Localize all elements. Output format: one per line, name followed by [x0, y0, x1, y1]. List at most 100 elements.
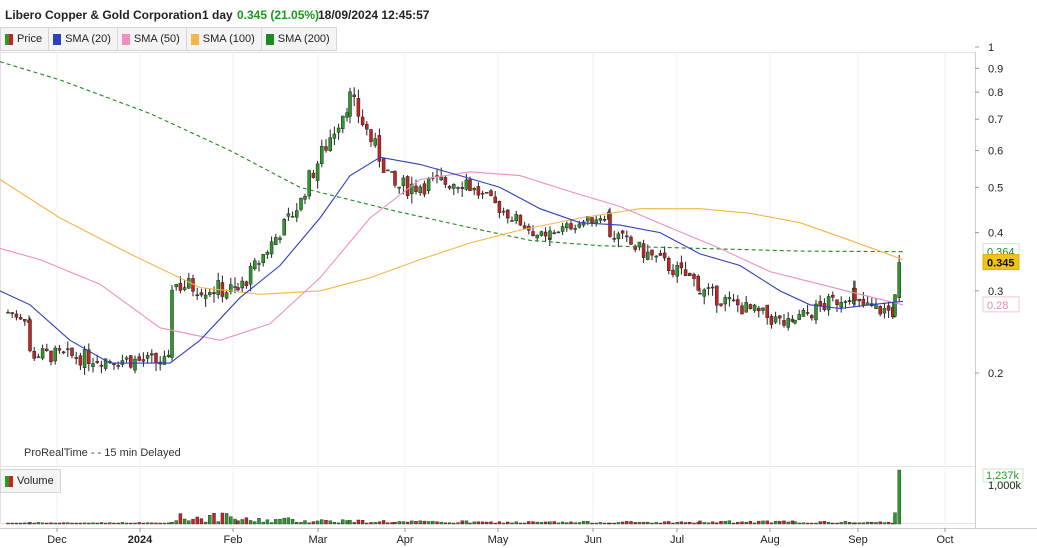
candle-body	[57, 348, 62, 351]
candle-body	[91, 363, 95, 367]
candle-body	[727, 297, 732, 300]
volume-bar	[612, 522, 616, 525]
candle-body	[552, 232, 556, 234]
volume-bar	[328, 520, 332, 525]
candle-body	[641, 243, 646, 258]
candle-body	[82, 349, 87, 368]
x-tick-label: 2024	[128, 534, 153, 546]
volume-bar	[893, 512, 897, 525]
candle-body	[299, 197, 303, 210]
candle-body	[405, 176, 410, 196]
volume-bar	[805, 522, 810, 525]
candle-body	[861, 298, 866, 306]
volume-bar	[295, 521, 299, 525]
candle-body	[233, 286, 237, 288]
volume-bar	[667, 521, 671, 525]
volume-bar	[414, 520, 418, 525]
volume-bar	[882, 522, 887, 525]
candle-body	[6, 311, 10, 314]
price-panel-frame	[0, 52, 976, 467]
candle-body	[141, 359, 146, 362]
candle-body	[878, 306, 882, 315]
volume-bar	[586, 521, 590, 525]
volume-bar	[244, 517, 249, 525]
candle-body	[397, 186, 401, 189]
candle-body	[178, 282, 183, 291]
legend-sma200-label: SMA (200)	[277, 33, 330, 45]
candle-body	[688, 272, 692, 277]
legend-sma100-label: SMA (100)	[202, 33, 255, 45]
volume-bar	[731, 522, 736, 525]
candle-body	[95, 361, 99, 363]
volume-bar	[6, 522, 10, 525]
volume-bar	[485, 521, 489, 525]
volume-bar	[688, 521, 692, 525]
volume-bar	[548, 521, 552, 525]
period-label[interactable]: 1 day	[202, 8, 233, 22]
legend-price-label: Price	[17, 33, 43, 45]
legend-sma200[interactable]: SMA (200)	[260, 27, 337, 51]
candle-body	[489, 190, 493, 197]
moving-averages	[0, 61, 904, 364]
candle-body	[602, 218, 607, 221]
volume-bar	[91, 522, 95, 525]
legend-sma50-label: SMA (50)	[133, 33, 180, 45]
sma-line	[0, 156, 904, 364]
candle-body	[826, 296, 831, 311]
candle-body	[740, 305, 744, 315]
volume-bar	[208, 515, 212, 525]
volume-bar	[773, 521, 778, 525]
volume-bar	[616, 522, 621, 525]
candle-body	[348, 91, 352, 117]
candle-body	[261, 254, 265, 264]
volume-legend[interactable]: Volume	[0, 469, 61, 493]
candle-body	[414, 185, 418, 192]
volume-bar	[99, 522, 104, 525]
candle-body	[456, 187, 460, 189]
candle-body	[377, 135, 382, 162]
volume-bar	[865, 521, 870, 525]
y-tick-label: 0.6	[988, 145, 1003, 157]
volume-bar	[447, 522, 452, 525]
volume-bar	[625, 521, 629, 525]
candle-body	[577, 223, 582, 228]
y-tick-label: 0.8	[988, 87, 1003, 99]
volume-bar	[418, 520, 422, 525]
candle-body	[633, 245, 637, 250]
candle-body	[244, 281, 249, 286]
volume-bar	[594, 522, 598, 525]
candle-body	[518, 214, 523, 226]
volume-bar	[692, 522, 696, 525]
y-tick-label: 0.4	[988, 228, 1003, 240]
volume-bar	[847, 521, 852, 525]
candle-body	[506, 209, 510, 219]
volume-bar	[744, 521, 748, 525]
volume-bar	[303, 520, 307, 525]
x-tick-label: Oct	[936, 534, 953, 546]
candle-body	[650, 249, 654, 256]
candle-body	[569, 223, 573, 230]
candle-body	[328, 137, 332, 152]
candle-body	[710, 286, 715, 289]
legend-sma100[interactable]: SMA (100)	[185, 27, 262, 51]
volume-tag	[982, 468, 1024, 483]
volume-bar	[203, 521, 208, 525]
candle-body	[303, 195, 307, 200]
volume-bar	[212, 512, 216, 525]
candle-body	[692, 273, 696, 279]
candle-body	[23, 318, 27, 322]
candle-body	[679, 262, 684, 269]
candle-body	[696, 275, 700, 291]
candle-body	[282, 218, 286, 236]
volume-bar	[810, 522, 814, 525]
candle-body	[853, 288, 857, 301]
volume-bar	[32, 522, 36, 525]
volume-bar	[569, 521, 573, 525]
volume-bar	[826, 522, 831, 525]
volume-bar	[369, 522, 373, 525]
candle-body	[847, 300, 852, 302]
volume-bar	[518, 522, 523, 525]
candle-body	[810, 315, 814, 319]
candle-body	[831, 295, 835, 298]
